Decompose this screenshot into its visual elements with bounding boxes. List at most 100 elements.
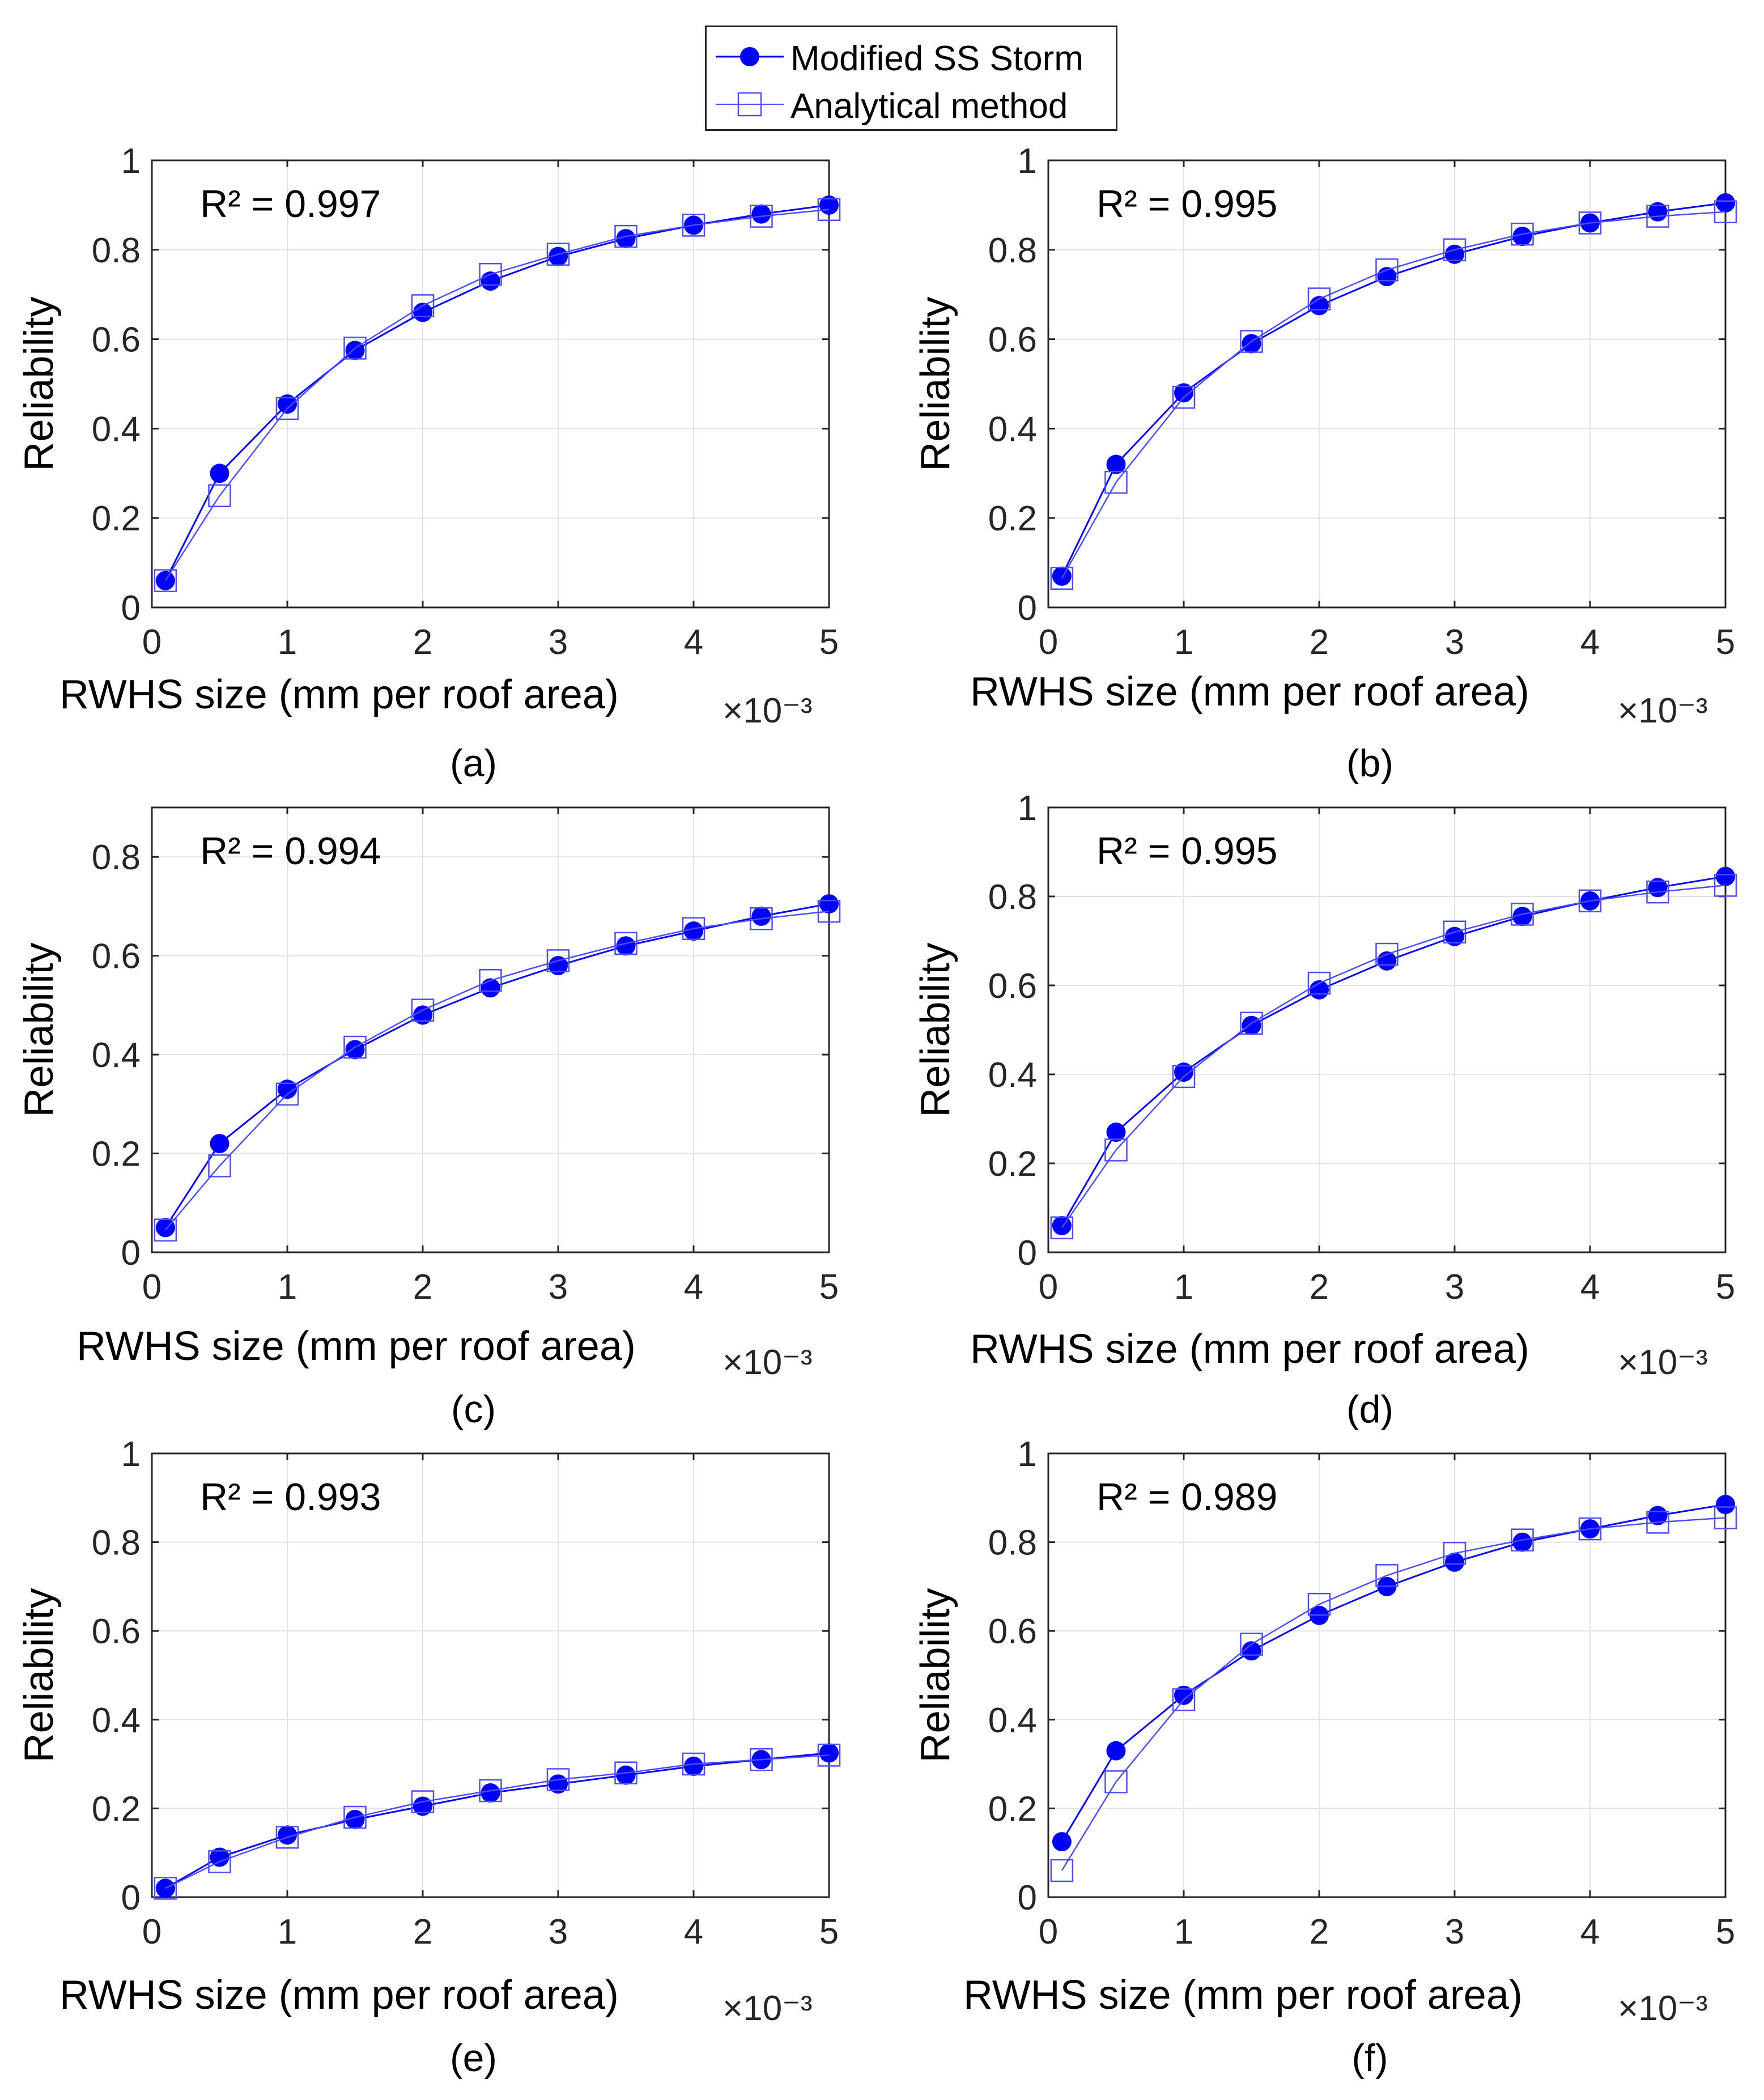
data-point-modified-ss-storm	[345, 1809, 365, 1829]
y-tick-label: 0.6	[92, 937, 141, 976]
axes-box	[1047, 159, 1727, 609]
y-tick-label: 1	[121, 1435, 141, 1474]
legend-item-modified-ss-storm[interactable]: Modified SS Storm	[707, 34, 1116, 79]
data-point-analytical-method	[1443, 920, 1467, 944]
x-tick-label: 1	[1174, 623, 1193, 662]
data-point-analytical-method	[1511, 1528, 1534, 1551]
y-tick-label: 1	[121, 142, 141, 181]
data-point-modified-ss-storm	[278, 1825, 297, 1845]
data-point-analytical-method	[1050, 567, 1074, 590]
data-point-modified-ss-storm	[1106, 1741, 1126, 1761]
data-point-modified-ss-storm	[1310, 296, 1329, 316]
data-point-analytical-method	[1646, 1511, 1669, 1534]
y-tick-label: 1	[1018, 1435, 1037, 1474]
data-point-analytical-method	[275, 397, 299, 420]
y-tick-label: 1	[1018, 789, 1037, 828]
x-tick-label: 3	[1445, 623, 1464, 662]
data-point-analytical-method	[208, 1154, 231, 1177]
data-point-modified-ss-storm	[1512, 227, 1532, 246]
data-point-analytical-method	[1578, 211, 1602, 235]
plot-area	[152, 160, 829, 607]
y-tick-label: 0	[121, 589, 141, 628]
data-point-modified-ss-storm	[819, 1743, 839, 1763]
data-point-analytical-method	[1307, 287, 1331, 311]
series-line-analytical-method	[1061, 211, 1726, 579]
legend-swatch-square	[716, 92, 784, 117]
y-tick-label: 0.2	[988, 1145, 1037, 1184]
data-point-modified-ss-storm	[413, 303, 432, 322]
data-point-modified-ss-storm	[1174, 1062, 1193, 1082]
y-tick-label: 0	[121, 1878, 141, 1918]
x-axis-multiplier: ×10⁻³	[722, 1989, 813, 2028]
plot-area	[1048, 807, 1725, 1252]
x-tick-label: 3	[549, 1268, 568, 1307]
data-point-analytical-method	[1172, 1065, 1196, 1089]
x-tick-label: 2	[413, 1268, 432, 1307]
data-point-analytical-method	[1578, 889, 1602, 913]
x-tick-label: 5	[819, 623, 839, 662]
data-point-modified-ss-storm	[1716, 1495, 1735, 1515]
x-axis-label: RWHS size (mm per roof area)	[963, 1973, 1523, 2018]
y-tick-label: 0	[1018, 589, 1037, 628]
data-point-analytical-method	[1104, 470, 1128, 494]
data-point-analytical-method	[154, 1877, 177, 1900]
x-tick-label: 0	[142, 623, 161, 662]
series-line-analytical-method	[164, 910, 830, 1231]
r-squared-annotation: R² = 0.993	[200, 1476, 381, 1519]
data-point-analytical-method	[817, 1744, 841, 1767]
data-point-modified-ss-storm	[616, 936, 636, 956]
panel-label: (c)	[451, 1388, 496, 1431]
data-point-analytical-method	[546, 243, 570, 266]
r-squared-annotation: R² = 0.995	[1096, 830, 1277, 873]
data-point-modified-ss-storm	[1512, 1532, 1532, 1552]
data-point-analytical-method	[343, 1805, 367, 1829]
data-point-analytical-method	[343, 337, 367, 360]
x-tick-label: 5	[819, 1268, 839, 1307]
x-axis-multiplier: ×10⁻³	[722, 691, 813, 730]
y-tick-label: 1	[1018, 142, 1037, 181]
x-tick-label: 4	[1580, 1268, 1600, 1307]
data-point-analytical-method	[1240, 1011, 1263, 1035]
data-point-analytical-method	[1307, 1592, 1331, 1616]
data-point-analytical-method	[1443, 1541, 1467, 1565]
x-tick-label: 2	[1310, 1912, 1329, 1952]
data-point-analytical-method	[1511, 903, 1534, 926]
data-point-analytical-method	[1714, 200, 1737, 223]
axes-box	[1047, 806, 1727, 1253]
legend-item-analytical-method[interactable]: Analytical method	[707, 82, 1116, 127]
x-tick-label: 1	[278, 623, 297, 662]
panel-label: (b)	[1346, 742, 1393, 785]
y-tick-label: 0	[1018, 1878, 1037, 1918]
y-axis-label: Reliability	[913, 1588, 958, 1762]
y-tick-label: 0.4	[92, 1701, 141, 1740]
data-point-analytical-method	[682, 214, 705, 237]
data-point-analytical-method	[1172, 1688, 1196, 1711]
chart-panel-b: 0 1 2 3 4 5 0 0.2 0.4 0.6 0.8 1 Reliability RWHS size…	[913, 142, 1737, 785]
data-point-modified-ss-storm	[1445, 244, 1464, 264]
x-axis-multiplier: ×10⁻³	[1618, 691, 1708, 730]
data-point-analytical-method	[682, 917, 705, 940]
data-point-modified-ss-storm	[751, 906, 771, 926]
data-point-modified-ss-storm	[155, 1218, 175, 1238]
data-point-analytical-method	[154, 569, 177, 592]
y-axis-label: Reliability	[913, 296, 958, 471]
data-point-modified-ss-storm	[616, 229, 636, 249]
x-tick-label: 4	[684, 623, 703, 662]
x-tick-label: 4	[684, 1268, 703, 1307]
data-point-analytical-method	[614, 1761, 637, 1785]
data-point-modified-ss-storm	[1310, 980, 1329, 1000]
data-point-analytical-method	[1375, 258, 1399, 282]
data-point-analytical-method	[750, 1748, 773, 1771]
y-tick-label: 0.2	[988, 1789, 1037, 1829]
data-point-modified-ss-storm	[1445, 926, 1464, 946]
x-tick-label: 4	[1580, 1912, 1600, 1952]
y-tick-label: 0	[121, 1234, 141, 1273]
x-tick-label: 1	[278, 1912, 297, 1952]
legend-label-analytical-method: Analytical method	[790, 87, 1068, 126]
y-tick-label: 0.8	[988, 878, 1037, 917]
data-point-analytical-method	[275, 1082, 299, 1106]
panel-label: (e)	[450, 2037, 497, 2080]
data-point-analytical-method	[1443, 238, 1467, 262]
y-tick-label: 0.4	[988, 1701, 1037, 1740]
x-tick-label: 0	[1039, 623, 1058, 662]
